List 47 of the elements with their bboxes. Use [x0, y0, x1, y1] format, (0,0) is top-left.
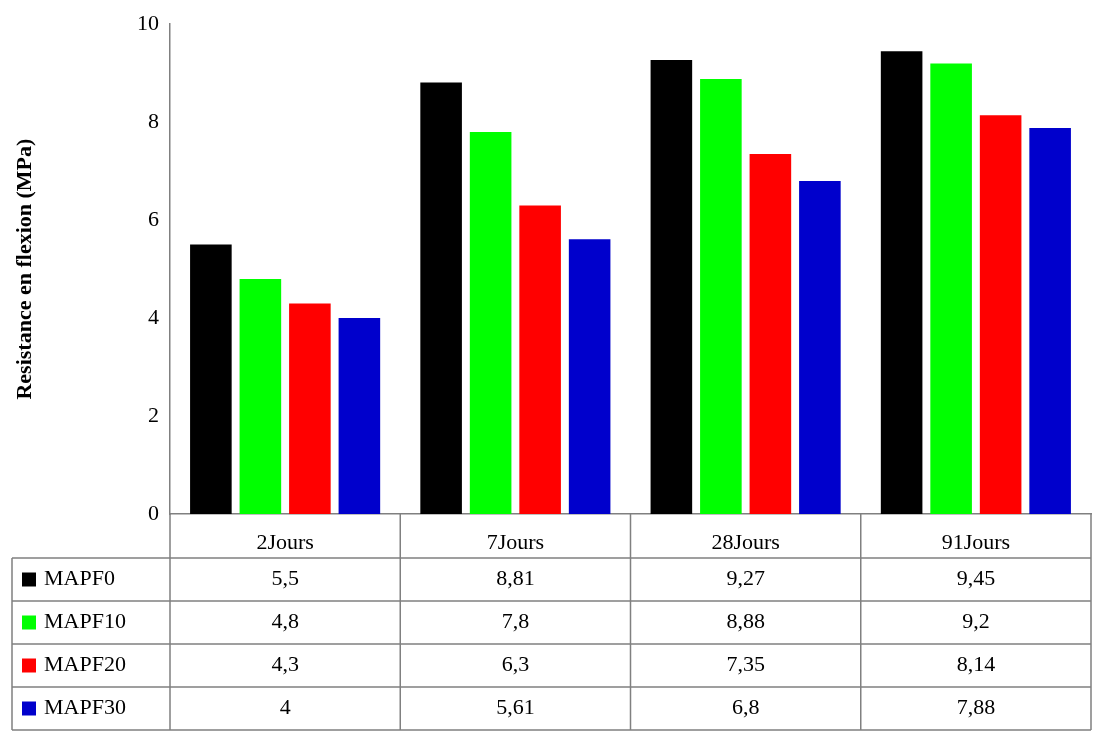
bar — [289, 303, 331, 514]
y-tick-label: 4 — [148, 303, 159, 329]
data-label: 9,27 — [726, 565, 765, 591]
y-tick-label: 6 — [148, 205, 159, 231]
bar — [749, 154, 792, 514]
data-label: 7,8 — [501, 608, 530, 634]
bar — [190, 244, 232, 514]
y-tick-label: 8 — [148, 107, 159, 133]
bar — [568, 239, 611, 514]
data-label: 8,88 — [726, 608, 765, 634]
y-axis-title: Resistance en flexion (MPa) — [10, 138, 36, 400]
data-label: 4,8 — [271, 608, 299, 634]
bar — [239, 278, 282, 514]
x-tick-label: 2Jours — [256, 528, 314, 554]
x-tick-label: 7Jours — [486, 528, 545, 554]
legend-label: MAPF20 — [44, 651, 126, 677]
data-label: 5,61 — [496, 694, 535, 720]
data-label: 9,2 — [962, 608, 990, 634]
bar — [930, 63, 972, 514]
x-tick-label: 28Jours — [711, 528, 780, 554]
legend-label: MAPF10 — [44, 608, 126, 634]
bar — [420, 82, 462, 514]
legend-label: MAPF0 — [44, 565, 115, 591]
bar — [1029, 128, 1071, 514]
data-label: 5,5 — [271, 565, 299, 591]
legend-label: MAPF30 — [44, 694, 126, 720]
data-label: 4,3 — [271, 651, 299, 677]
bar — [700, 79, 742, 514]
data-label: 8,81 — [496, 565, 535, 591]
bar — [338, 318, 381, 514]
y-tick-label: 10 — [137, 9, 159, 35]
data-label: 9,45 — [956, 565, 996, 591]
bar — [799, 180, 841, 514]
data-label: 6,3 — [501, 651, 530, 677]
y-tick-label: 2 — [148, 401, 159, 427]
data-label: 6,8 — [731, 694, 760, 720]
bar — [880, 51, 923, 514]
data-label: 4 — [279, 694, 291, 720]
data-label: 8,14 — [956, 651, 996, 677]
y-tick-label: 0 — [148, 499, 159, 525]
bar — [979, 115, 1022, 514]
bar — [650, 59, 693, 514]
data-label: 7,88 — [956, 694, 996, 720]
bar — [519, 205, 561, 514]
data-label: 7,35 — [726, 651, 765, 677]
bar — [469, 131, 512, 514]
x-tick-label: 91Jours — [941, 528, 1011, 554]
